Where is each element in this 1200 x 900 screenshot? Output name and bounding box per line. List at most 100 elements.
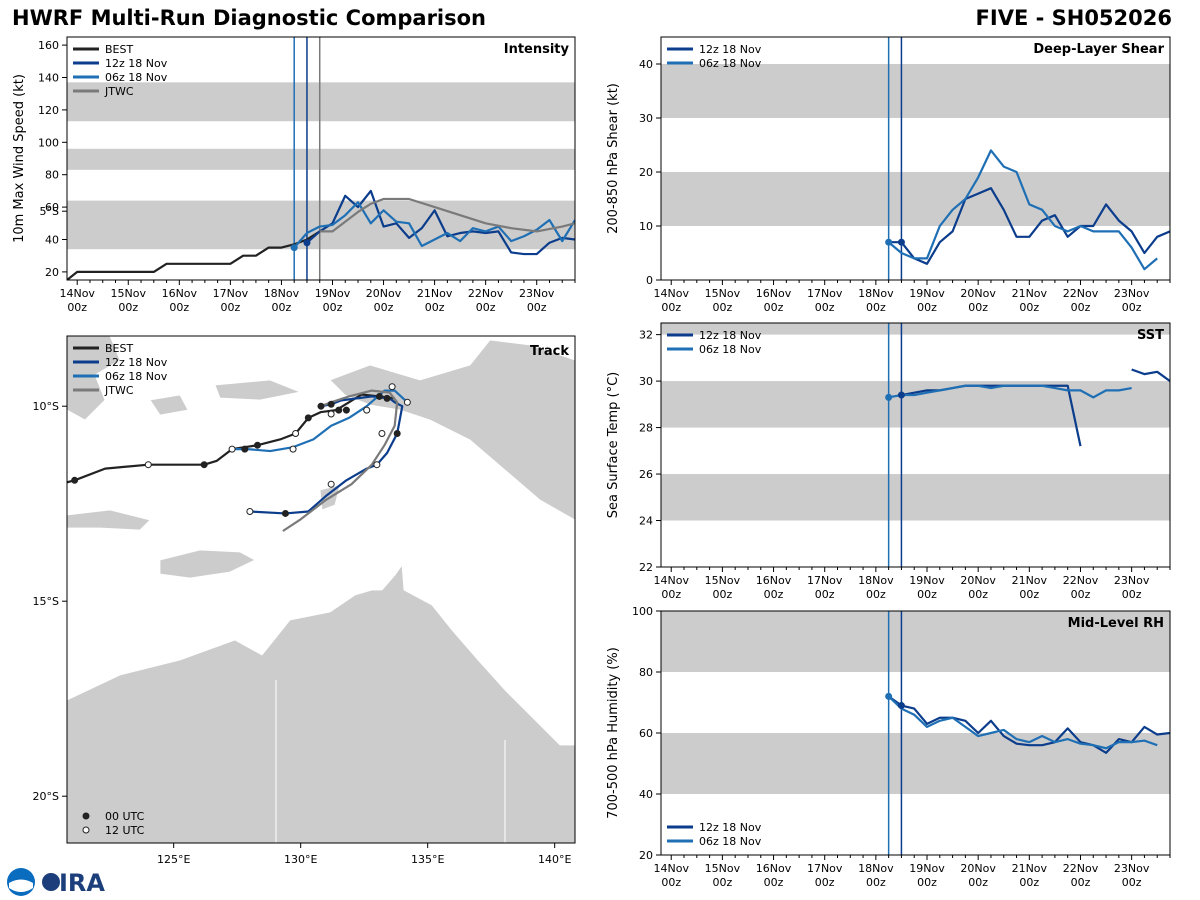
sst-ytick-label: 30 (639, 375, 653, 388)
track-marker-2-2 (327, 410, 335, 418)
sst-init-point-1 (897, 391, 905, 399)
intensity-xtick-label: 00z (169, 301, 189, 314)
shear-xtick-label: 23Nov (1114, 287, 1150, 300)
intensity-title: Intensity (504, 42, 570, 57)
flores-island (67, 509, 151, 531)
track-marker-0-2 (200, 461, 208, 469)
shear-xtick-label: 22Nov (1063, 287, 1099, 300)
track-marker-2-3 (363, 406, 371, 414)
sst-xtick-label: 15Nov (705, 574, 741, 587)
shear-xtick-label: 16Nov (756, 287, 792, 300)
sst-title: SST (1137, 328, 1164, 343)
shear-init-point-0 (885, 238, 893, 246)
rh-xtick-label: 00z (712, 876, 732, 889)
rh-legend-label-0: 12z 18 Nov (699, 821, 762, 834)
track-ytick-label: 5°S (40, 205, 59, 218)
sst-plot-area (661, 323, 1170, 567)
track-marker-1-6 (246, 508, 254, 515)
sst-init-point-0 (885, 393, 893, 401)
track-marker-0-9 (375, 392, 383, 400)
rh-series-0 (888, 695, 1170, 754)
track-marker-0-10 (383, 394, 391, 402)
shear-plot-area (661, 37, 1170, 280)
shear-xtick-label: 00z (866, 301, 886, 314)
shear-xtick-label: 14Nov (653, 287, 689, 300)
intensity-ytick-label: 120 (38, 104, 59, 117)
intensity-ytick-label: 20 (45, 266, 59, 279)
timor-island (159, 549, 256, 579)
rh-xtick-label: 00z (968, 876, 988, 889)
intensity-series-3 (319, 197, 575, 233)
rh-series-1 (887, 695, 1158, 750)
intensity-init-point-0 (303, 239, 311, 247)
shear-ytick-label: 40 (639, 58, 653, 71)
rh-xtick-label: 22Nov (1063, 862, 1099, 875)
rh-legend-label-1: 06z 18 Nov (699, 835, 762, 848)
sst-ytick-label: 32 (639, 329, 653, 342)
intensity-xtick-label: 17Nov (213, 287, 249, 300)
rh-xtick-label: 20Nov (960, 862, 996, 875)
shear-xtick-label: 18Nov (858, 287, 894, 300)
sst-xtick-label: 23Nov (1114, 574, 1150, 587)
track-xtick-label: 125°E (157, 853, 190, 866)
sst-xtick-label: 18Nov (858, 574, 894, 587)
rh-plot-area (661, 611, 1170, 855)
sst-xtick-label: 17Nov (807, 574, 843, 587)
track-marker-0-0 (71, 476, 79, 484)
intensity-band-1 (67, 148, 575, 170)
cira-logo-text: IRA (59, 869, 105, 897)
sst-xtick-label: 19Nov (909, 574, 945, 587)
intensity-xtick-label: 14Nov (59, 287, 95, 300)
track-legend-label-3: JTWC (104, 384, 134, 397)
intensity-ytick-label: 60 (45, 201, 59, 214)
intensity-xtick-label: 19Nov (315, 287, 351, 300)
track-marker-1-0 (317, 402, 325, 410)
intensity-xtick-label: 20Nov (366, 287, 402, 300)
sst-xtick-label: 14Nov (653, 574, 689, 587)
rh-xtick-label: 17Nov (807, 862, 843, 875)
sst-xtick-label: 00z (1019, 588, 1039, 601)
intensity-xtick-label: 15Nov (111, 287, 147, 300)
sst-xtick-label: 00z (866, 588, 886, 601)
sst-xtick-label: 00z (764, 588, 784, 601)
track-marker-1-3 (373, 461, 381, 469)
track-marker-legend-1 (82, 826, 90, 834)
shear-legend-label-1: 06z 18 Nov (699, 57, 762, 70)
intensity-legend-label-1: 12z 18 Nov (105, 57, 168, 70)
sst-xtick-label: 00z (712, 588, 732, 601)
track-marker-legend-label-0: 00 UTC (105, 810, 145, 823)
shear-xtick-label: 17Nov (807, 287, 843, 300)
intensity-xtick-label: 00z (374, 301, 394, 314)
intensity-xtick-label: 22Nov (468, 287, 504, 300)
track-series-2 (232, 389, 409, 453)
intensity-band-2 (67, 82, 575, 122)
track-plot-area (67, 336, 575, 843)
shear-ytick-label: 0 (646, 274, 653, 287)
track-frame (66, 335, 576, 844)
cira-logo: IRA (7, 868, 105, 897)
track-marker-legend-0 (82, 812, 90, 820)
rh-ytick-label: 20 (639, 849, 653, 862)
shear-title: Deep-Layer Shear (1033, 42, 1164, 57)
shear-xtick-label: 20Nov (960, 287, 996, 300)
track-marker-1-1 (327, 400, 335, 408)
sst-xtick-label: 00z (917, 588, 937, 601)
rh-xtick-label: 16Nov (756, 862, 792, 875)
track-legend-label-1: 12z 18 Nov (105, 356, 168, 369)
rh-band-0 (661, 733, 1170, 794)
seram-island (214, 379, 302, 401)
shear-init-point-1 (897, 238, 905, 246)
sst-xtick-label: 20Nov (960, 574, 996, 587)
shear-series-0 (888, 187, 1170, 265)
intensity-xtick-label: 00z (118, 301, 138, 314)
shear-xtick-label: 00z (712, 301, 732, 314)
rh-ytick-label: 100 (632, 605, 653, 618)
rh-panel: 20 40 60 80 100 700-500 hPa Humidity (%) 14Nov… (606, 605, 1171, 889)
shear-xtick-label: 00z (1122, 301, 1142, 314)
track-series-3 (282, 389, 399, 532)
rh-ytick-label: 80 (639, 666, 653, 679)
shear-xtick-label: 00z (764, 301, 784, 314)
sst-band-0 (661, 474, 1170, 521)
rh-ylabel: 700-500 hPa Humidity (%) (606, 647, 621, 819)
